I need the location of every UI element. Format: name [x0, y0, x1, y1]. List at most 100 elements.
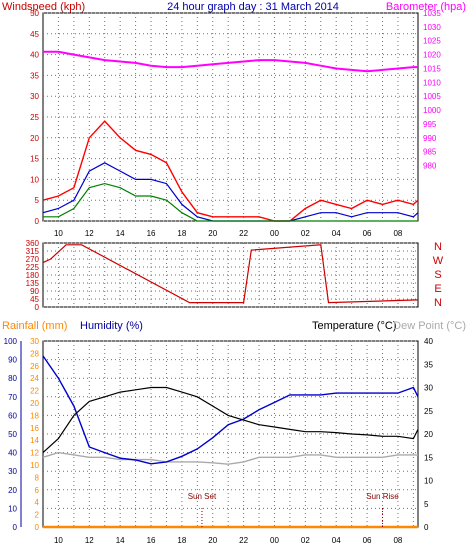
barometer-tick-label: 995: [423, 120, 437, 129]
humidity-tick-label: 80: [8, 374, 17, 383]
temperature-tick-label: 40: [424, 337, 433, 346]
humidity-tick-label: 20: [8, 486, 17, 495]
x-tick-label: 10: [54, 229, 63, 238]
rainfall-tick-label: 26: [30, 362, 39, 371]
x-tick-label: 02: [301, 229, 310, 238]
barometer-tick-label: 1000: [423, 106, 441, 115]
x-tick-label: 10: [54, 536, 63, 545]
chart-title: 24 hour graph day : 31 March 2014: [167, 1, 339, 13]
temperature-ticks: 0 5 10 15 20 25 30 35 40: [424, 337, 433, 532]
rainfall-axis-title: Rainfall (mm): [2, 320, 67, 332]
rainfall-tick-label: 2: [35, 511, 40, 520]
temperature-axis-title: Temperature (°C): [312, 320, 396, 332]
temperature-tick-label: 15: [424, 453, 433, 462]
barometer-tick-label: 1030: [423, 23, 441, 32]
rainfall-tick-label: 0: [35, 523, 40, 532]
temp-x-ticks: 10 12 14 16 18 20 22 00 02 04 06 08: [54, 536, 403, 545]
direction-tick-label: 315: [26, 247, 40, 256]
humidity-tick-label: 60: [8, 411, 17, 420]
windspeed-tick-label: 0: [35, 217, 40, 226]
barometer-tick-label: 1025: [423, 37, 441, 46]
humidity-tick-label: 100: [4, 337, 18, 346]
x-tick-label: 02: [301, 536, 310, 545]
barometer-tick-label: 985: [423, 148, 437, 157]
x-tick-label: 12: [85, 536, 94, 545]
windspeed-tick-label: 50: [30, 9, 39, 18]
x-tick-label: 08: [393, 229, 402, 238]
dewpoint-line: [42, 451, 418, 465]
temperature-tick-label: 25: [424, 407, 433, 416]
x-tick-label: 04: [332, 536, 341, 545]
humidity-tick-label: 50: [8, 430, 17, 439]
humidity-axis-title: Humidity (%): [80, 320, 143, 332]
x-tick-label: 14: [116, 229, 125, 238]
direction-tick-label: 0: [35, 303, 40, 312]
x-tick-label: 06: [363, 229, 372, 238]
rainfall-tick-label: 4: [35, 498, 40, 507]
rainfall-tick-label: 28: [30, 349, 39, 358]
rainfall-tick-label: 30: [30, 337, 39, 346]
x-tick-label: 04: [332, 229, 341, 238]
direction-line: [42, 244, 419, 304]
barometer-tick-label: 1015: [423, 64, 441, 73]
temperature-line: [42, 386, 419, 454]
windspeed-tick-label: 40: [30, 51, 39, 60]
temp-panel-grid: [43, 340, 418, 528]
temperature-tick-label: 20: [424, 430, 433, 439]
humidity-line: [42, 355, 419, 465]
x-tick-label: 00: [270, 536, 279, 545]
direction-letter: E: [434, 283, 441, 295]
direction-letter: W: [433, 255, 444, 267]
barometer-tick-label: 1010: [423, 78, 441, 87]
direction-tick-label: 135: [26, 279, 40, 288]
barometer-tick-label: 990: [423, 134, 437, 143]
barometer-axis-title: Barometer (hpa): [386, 1, 466, 13]
temperature-tick-label: 30: [424, 384, 433, 393]
direction-tick-label: 270: [26, 255, 40, 264]
temperature-tick-label: 0: [424, 523, 429, 532]
x-tick-label: 12: [85, 229, 94, 238]
wind-x-ticks: 10 12 14 16 18 20 22 00 02 04 06 08: [54, 229, 403, 238]
x-tick-label: 22: [239, 229, 248, 238]
rainfall-tick-label: 14: [30, 436, 39, 445]
temperature-tick-label: 35: [424, 360, 433, 369]
x-tick-label: 08: [393, 536, 402, 545]
direction-panel-grid: [43, 242, 418, 308]
rainfall-tick-label: 8: [35, 473, 40, 482]
sun-marker-label: Sun Rise: [366, 492, 399, 501]
low-wind-line: [43, 182, 418, 222]
x-tick-label: 14: [116, 536, 125, 545]
windspeed-tick-label: 20: [30, 134, 39, 143]
x-tick-label: 16: [147, 536, 156, 545]
humidity-tick-label: 10: [8, 504, 17, 513]
rainfall-tick-label: 18: [30, 411, 39, 420]
x-tick-label: 00: [270, 229, 279, 238]
direction-tick-label: 360: [26, 239, 40, 248]
x-tick-label: 06: [363, 536, 372, 545]
x-tick-label: 20: [208, 229, 217, 238]
windspeed-axis-title: Windspeed (kph): [2, 1, 85, 13]
humidity-tick-label: 90: [8, 356, 17, 365]
dewpoint-axis-title: Dew Point (°C): [393, 320, 466, 332]
direction-tick-label: 225: [26, 263, 40, 272]
x-tick-label: 20: [208, 536, 217, 545]
humidity-tick-label: 70: [8, 393, 17, 402]
barometer-ticks: 980 985 990 995 1000 1005 1010 1015 1020 1025 1030…: [423, 9, 441, 171]
x-tick-label: 18: [177, 229, 186, 238]
direction-tick-label: 90: [30, 287, 39, 296]
windspeed-tick-label: 25: [30, 113, 39, 122]
temp-series: [42, 355, 419, 529]
rainfall-tick-label: 6: [35, 486, 40, 495]
rainfall-tick-label: 24: [30, 374, 39, 383]
sun-marker-label: Sun Set: [188, 492, 217, 501]
barometer-tick-label: 1020: [423, 51, 441, 60]
wind-panel-grid: [43, 12, 418, 222]
windspeed-tick-label: 30: [30, 92, 39, 101]
temperature-tick-label: 10: [424, 477, 433, 486]
barometer-tick-label: 980: [423, 162, 437, 171]
direction-tick-label: 180: [26, 271, 40, 280]
barometer-tick-label: 1035: [423, 9, 441, 18]
